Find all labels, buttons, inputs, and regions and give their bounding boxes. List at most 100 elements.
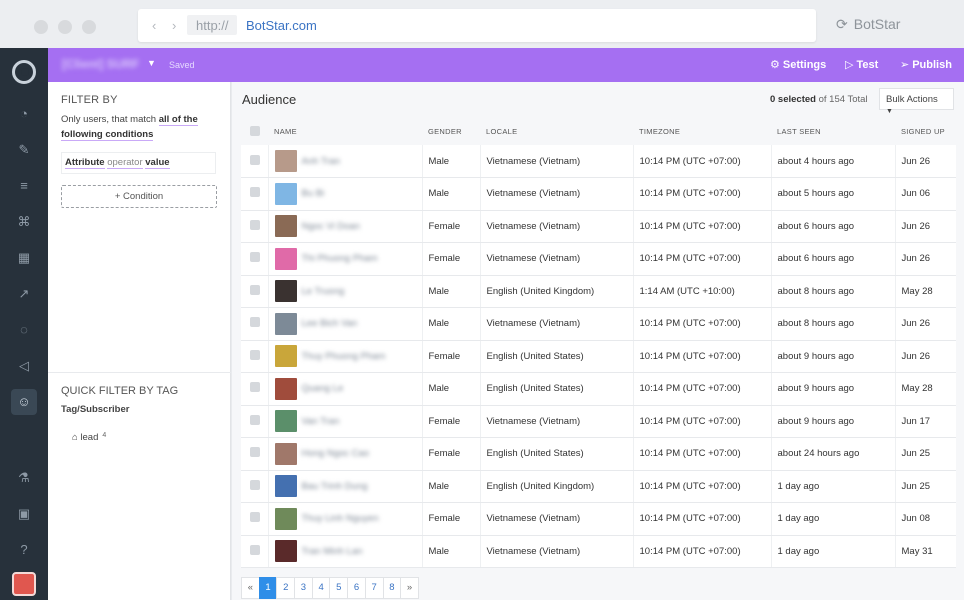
row-checkbox[interactable] — [250, 317, 260, 328]
name-cell[interactable]: Anh Tran — [268, 145, 423, 178]
user-name[interactable]: Quang Le — [301, 383, 344, 395]
row-checkbox[interactable] — [250, 447, 260, 458]
row-checkbox[interactable] — [250, 154, 260, 165]
user-name[interactable]: Van Tran — [301, 415, 340, 427]
botstar-logo[interactable] — [12, 60, 36, 84]
page-button-2[interactable]: 2 — [276, 577, 296, 599]
name-cell[interactable]: Hong Ngoc Cao — [268, 437, 423, 471]
condition-operator[interactable]: operator — [107, 157, 143, 169]
user-avatar[interactable] — [12, 572, 36, 596]
publish-button[interactable]: ➢ Publish — [900, 59, 952, 71]
row-checkbox[interactable] — [250, 479, 260, 490]
col-last-seen[interactable]: LAST SEEN — [771, 118, 895, 145]
col-gender[interactable]: GENDER — [422, 118, 480, 145]
row-checkbox[interactable] — [250, 512, 260, 523]
dashboard-icon[interactable]: ◔ — [20, 106, 28, 121]
page-button-7[interactable]: 7 — [364, 577, 384, 599]
col-signed-up[interactable]: SIGNED UP — [895, 118, 956, 145]
row-checkbox[interactable] — [250, 382, 260, 393]
col-name[interactable]: NAME — [268, 118, 422, 145]
page-next-button[interactable]: » — [400, 577, 419, 599]
user-name[interactable]: Thuy Linh Nguyen — [301, 513, 379, 525]
row-checkbox[interactable] — [250, 284, 260, 295]
table-row[interactable]: Ngoc Vi Doan Female Vietnamese (Vietnam) 10… — [241, 210, 956, 243]
table-row[interactable]: Thuy Phuong Pham Female English (United St… — [241, 340, 956, 373]
name-cell[interactable]: Bau Trinh Dung — [268, 470, 423, 503]
name-cell[interactable]: Tran Minh Lan — [268, 535, 423, 568]
table-row[interactable]: Le Truong Male English (United Kingdom) 1:1… — [241, 275, 956, 308]
table-row[interactable]: Bu Bi Male Vietnamese (Vietnam) 10:14 PM (U… — [241, 177, 956, 211]
chevron-down-icon[interactable]: ▼ — [147, 58, 156, 68]
analytics-icon[interactable]: ↗ — [18, 286, 30, 301]
user-name[interactable]: Bau Trinh Dung — [301, 480, 368, 492]
test-button[interactable]: ▷ Test — [845, 59, 879, 71]
user-name[interactable]: Thi Phuong Pham — [301, 253, 378, 265]
reload-icon[interactable]: ⟳ — [836, 16, 848, 32]
match-mode-link[interactable]: all of the following conditions — [61, 114, 198, 141]
table-row[interactable]: Van Tran Female Vietnamese (Vietnam) 10:14 … — [241, 405, 956, 438]
name-cell[interactable]: Bu Bi — [268, 177, 423, 211]
name-cell[interactable]: Thuy Phuong Pham — [268, 340, 423, 373]
row-checkbox[interactable] — [250, 187, 260, 198]
table-row[interactable]: Tran Minh Lan Male Vietnamese (Vietnam) 10:… — [241, 535, 956, 568]
row-checkbox[interactable] — [250, 544, 260, 555]
table-row[interactable]: Hong Ngoc Cao Female English (United State… — [241, 437, 956, 471]
tag-lead[interactable]: ⌂ lead 4 — [72, 432, 107, 443]
page-prev-button[interactable]: « — [241, 577, 260, 599]
user-name[interactable]: Hong Ngoc Cao — [301, 448, 370, 460]
name-cell[interactable]: Lee Bich Van — [268, 307, 423, 341]
settings-button[interactable]: ⚙ Settings — [770, 59, 827, 71]
audience-icon[interactable]: ☺ — [11, 389, 37, 415]
name-cell[interactable]: Thuy Linh Nguyen — [268, 502, 423, 536]
name-cell[interactable]: Ngoc Vi Doan — [268, 210, 423, 243]
bulk-actions-dropdown[interactable]: Bulk Actions ▼ — [879, 88, 954, 115]
user-name[interactable]: Tran Minh Lan — [301, 545, 363, 557]
table-row[interactable]: Anh Tran Male Vietnamese (Vietnam) 10:14 PM… — [241, 145, 956, 178]
cms-icon[interactable]: ⌘ — [17, 214, 31, 229]
add-condition-button[interactable]: + Condition — [61, 185, 217, 208]
table-row[interactable]: Lee Bich Van Male Vietnamese (Vietnam) 10:1… — [241, 307, 956, 341]
help-icon[interactable]: ? — [20, 542, 28, 557]
project-name[interactable]: [Client] SURF — [62, 57, 140, 71]
table-row[interactable]: Quang Le Male English (United States) 10:14… — [241, 372, 956, 406]
page-button-8[interactable]: 8 — [382, 577, 402, 599]
name-cell[interactable]: Thi Phuong Pham — [268, 242, 423, 276]
condition-attribute[interactable]: Attribute — [65, 157, 105, 169]
table-row[interactable]: Thuy Linh Nguyen Female Vietnamese (Vietna… — [241, 502, 956, 536]
page-button-6[interactable]: 6 — [347, 577, 366, 599]
condition-value[interactable]: value — [145, 157, 170, 169]
user-name[interactable]: Ngoc Vi Doan — [301, 220, 360, 232]
user-name[interactable]: Thuy Phuong Pham — [301, 350, 386, 362]
page-button-5[interactable]: 5 — [329, 577, 349, 599]
table-row[interactable]: Thi Phuong Pham Female Vietnamese (Vietnam… — [241, 242, 956, 276]
filter-condition-row[interactable]: Attribute operator value — [61, 152, 216, 174]
row-checkbox[interactable] — [250, 349, 260, 360]
table-row[interactable]: Bau Trinh Dung Male English (United Kingdo… — [241, 470, 956, 503]
window-close-dot[interactable] — [34, 20, 48, 34]
back-forward-icon[interactable]: ‹ › — [152, 18, 183, 33]
row-checkbox[interactable] — [250, 414, 260, 425]
settings-card-icon[interactable]: ▣ — [17, 506, 31, 521]
page-button-1[interactable]: 1 — [258, 577, 278, 599]
window-minimize-dot[interactable] — [58, 20, 72, 34]
select-all-checkbox[interactable] — [250, 125, 260, 136]
name-cell[interactable]: Van Tran — [268, 405, 423, 438]
lab-icon[interactable]: ⚗ — [18, 470, 30, 485]
page-button-3[interactable]: 3 — [294, 577, 313, 599]
name-cell[interactable]: Le Truong — [268, 275, 423, 308]
user-name[interactable]: Lee Bich Van — [301, 318, 358, 330]
address-bar[interactable]: ‹ › http:// BotStar.com — [138, 9, 816, 42]
user-name[interactable]: Bu Bi — [301, 188, 325, 200]
name-cell[interactable]: Quang Le — [268, 372, 423, 406]
row-checkbox[interactable] — [250, 252, 260, 263]
livechat-icon[interactable]: ◌ — [20, 322, 28, 337]
broadcast-icon[interactable]: ▦ — [17, 250, 31, 265]
announce-icon[interactable]: ◁ — [19, 358, 29, 373]
user-name[interactable]: Le Truong — [301, 285, 345, 297]
database-icon[interactable]: ≡ — [20, 178, 28, 193]
page-button-4[interactable]: 4 — [311, 577, 331, 599]
col-timezone[interactable]: TIMEZONE — [633, 118, 771, 145]
flows-icon[interactable]: ✎ — [18, 142, 30, 157]
row-checkbox[interactable] — [250, 219, 260, 230]
user-name[interactable]: Anh Tran — [301, 155, 341, 167]
